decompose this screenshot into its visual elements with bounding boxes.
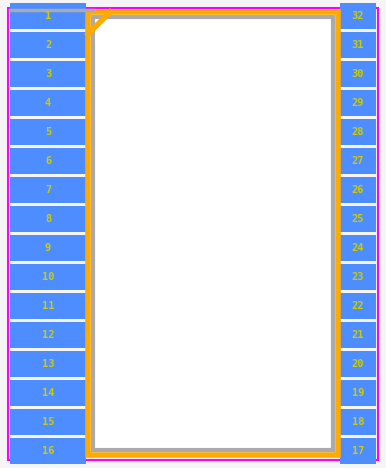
Bar (10, 206, 86, 232)
Bar (340, 409, 376, 435)
Bar (340, 322, 376, 348)
Bar (10, 177, 86, 203)
Bar (340, 380, 376, 406)
Text: 22: 22 (352, 301, 364, 311)
Bar (10, 90, 86, 116)
Bar (340, 264, 376, 290)
Bar (340, 206, 376, 232)
Text: 23: 23 (352, 272, 364, 282)
Bar (340, 438, 376, 464)
Bar (340, 119, 376, 145)
Bar (10, 322, 86, 348)
Text: 12: 12 (42, 330, 54, 340)
Bar (93, 17, 333, 450)
Bar (10, 409, 86, 435)
Bar (340, 3, 376, 29)
Bar (340, 90, 376, 116)
Text: 31: 31 (352, 40, 364, 50)
Bar (10, 380, 86, 406)
Bar (10, 32, 86, 58)
Bar (10, 264, 86, 290)
Bar (340, 177, 376, 203)
Text: 8: 8 (45, 214, 51, 224)
Text: 11: 11 (42, 301, 54, 311)
Text: 1: 1 (45, 11, 51, 21)
Text: 24: 24 (352, 243, 364, 253)
Text: 26: 26 (352, 185, 364, 195)
Text: 28: 28 (352, 127, 364, 137)
Text: 13: 13 (42, 359, 54, 369)
Text: 32: 32 (352, 11, 364, 21)
Text: 9: 9 (45, 243, 51, 253)
Text: 25: 25 (352, 214, 364, 224)
Bar (10, 351, 86, 377)
Bar (10, 235, 86, 261)
Text: 16: 16 (42, 446, 54, 456)
Text: 18: 18 (352, 417, 364, 427)
Text: 14: 14 (42, 388, 54, 398)
Bar (10, 148, 86, 174)
Text: 29: 29 (352, 98, 364, 108)
Text: 17: 17 (352, 446, 364, 456)
Text: 27: 27 (352, 156, 364, 166)
Bar (340, 293, 376, 319)
Bar (10, 293, 86, 319)
Bar (340, 351, 376, 377)
Bar (10, 119, 86, 145)
Text: 20: 20 (352, 359, 364, 369)
Bar (340, 235, 376, 261)
Text: 19: 19 (352, 388, 364, 398)
Text: 4: 4 (45, 98, 51, 108)
Bar (340, 32, 376, 58)
Text: 10: 10 (42, 272, 54, 282)
Bar (10, 61, 86, 87)
Text: 15: 15 (42, 417, 54, 427)
Bar (88, 12, 338, 455)
Bar (10, 3, 86, 29)
Text: 3: 3 (45, 69, 51, 79)
Bar (340, 61, 376, 87)
Text: 30: 30 (352, 69, 364, 79)
Text: 6: 6 (45, 156, 51, 166)
Text: 2: 2 (45, 40, 51, 50)
Text: 21: 21 (352, 330, 364, 340)
Text: 7: 7 (45, 185, 51, 195)
Bar (340, 148, 376, 174)
Text: 5: 5 (45, 127, 51, 137)
Bar (10, 438, 86, 464)
